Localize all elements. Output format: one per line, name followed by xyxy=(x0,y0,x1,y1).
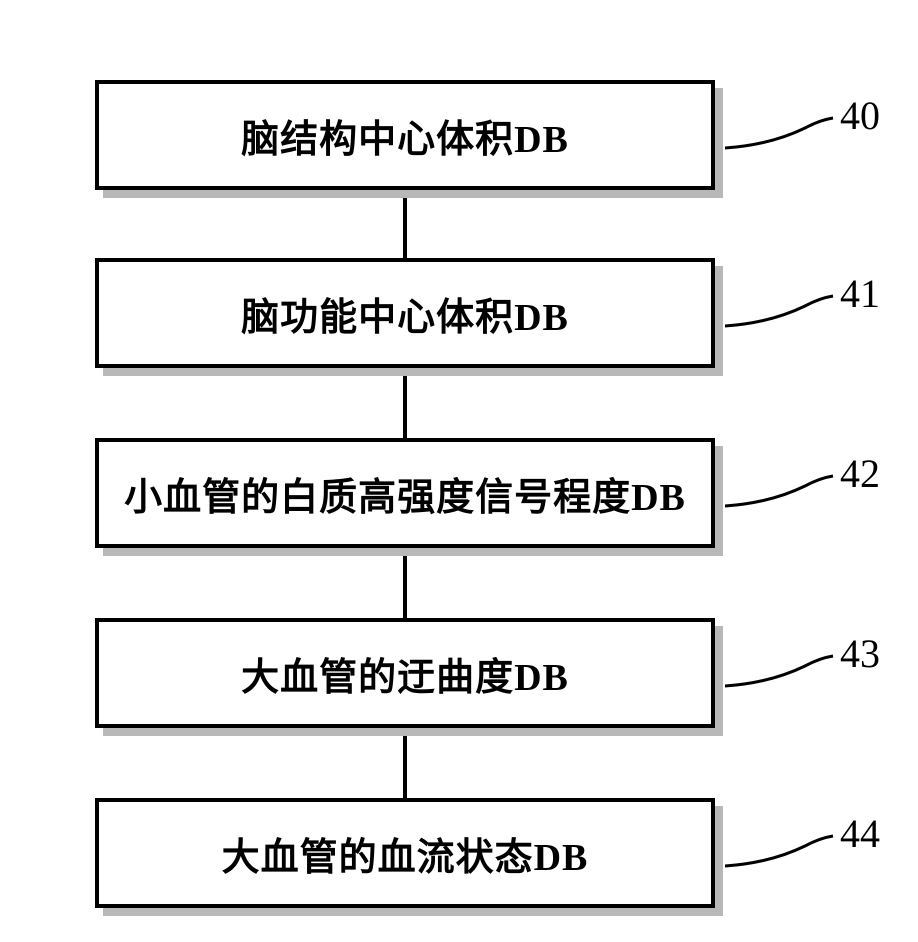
flow-box-5: 大血管的血流状态DB xyxy=(95,798,715,908)
flow-box-5-text: 大血管的血流状态DB xyxy=(222,826,589,881)
flow-box-1-text: 脑结构中心体积DB xyxy=(241,108,569,163)
connector-line-4 xyxy=(403,736,407,798)
flowchart-container: 脑结构中心体积DB 40 脑功能中心体积DB 41 小血管的白质高强度信号程度D… xyxy=(0,40,918,942)
flow-box-3-text: 小血管的白质高强度信号程度DB xyxy=(124,466,686,521)
label-5: 44 xyxy=(840,810,880,857)
label-connector-2 xyxy=(725,288,835,338)
label-2: 41 xyxy=(840,270,880,317)
connector-line-2 xyxy=(403,376,407,438)
connector-line-3 xyxy=(403,556,407,618)
label-connector-5 xyxy=(725,828,835,878)
label-connector-3 xyxy=(725,468,835,518)
connector-line-1 xyxy=(403,198,407,258)
flow-box-4: 大血管的迂曲度DB xyxy=(95,618,715,728)
flow-box-3: 小血管的白质高强度信号程度DB xyxy=(95,438,715,548)
label-1: 40 xyxy=(840,92,880,139)
flow-box-4-text: 大血管的迂曲度DB xyxy=(241,646,569,701)
label-connector-1 xyxy=(725,110,835,160)
flow-box-2-text: 脑功能中心体积DB xyxy=(241,286,569,341)
label-connector-4 xyxy=(725,648,835,698)
flow-box-2: 脑功能中心体积DB xyxy=(95,258,715,368)
flow-box-1: 脑结构中心体积DB xyxy=(95,80,715,190)
label-4: 43 xyxy=(840,630,880,677)
label-3: 42 xyxy=(840,450,880,497)
